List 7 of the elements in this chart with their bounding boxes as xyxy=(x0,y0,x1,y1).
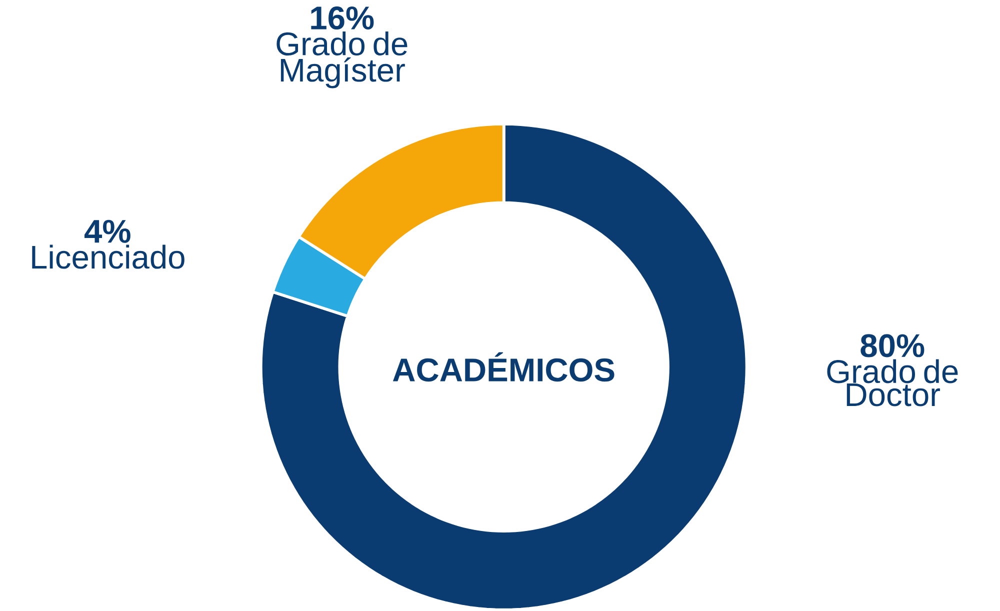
slice-label: Grado de Magíster xyxy=(276,31,408,88)
data-label: 80% xyxy=(860,334,924,358)
text: ACADÉMICOS xyxy=(392,352,614,382)
slice-label: Licenciado xyxy=(32,244,184,269)
slice-label: Grado de Doctor xyxy=(827,359,958,406)
data-label: 16% xyxy=(311,6,374,30)
data-label: 4% xyxy=(84,220,130,243)
